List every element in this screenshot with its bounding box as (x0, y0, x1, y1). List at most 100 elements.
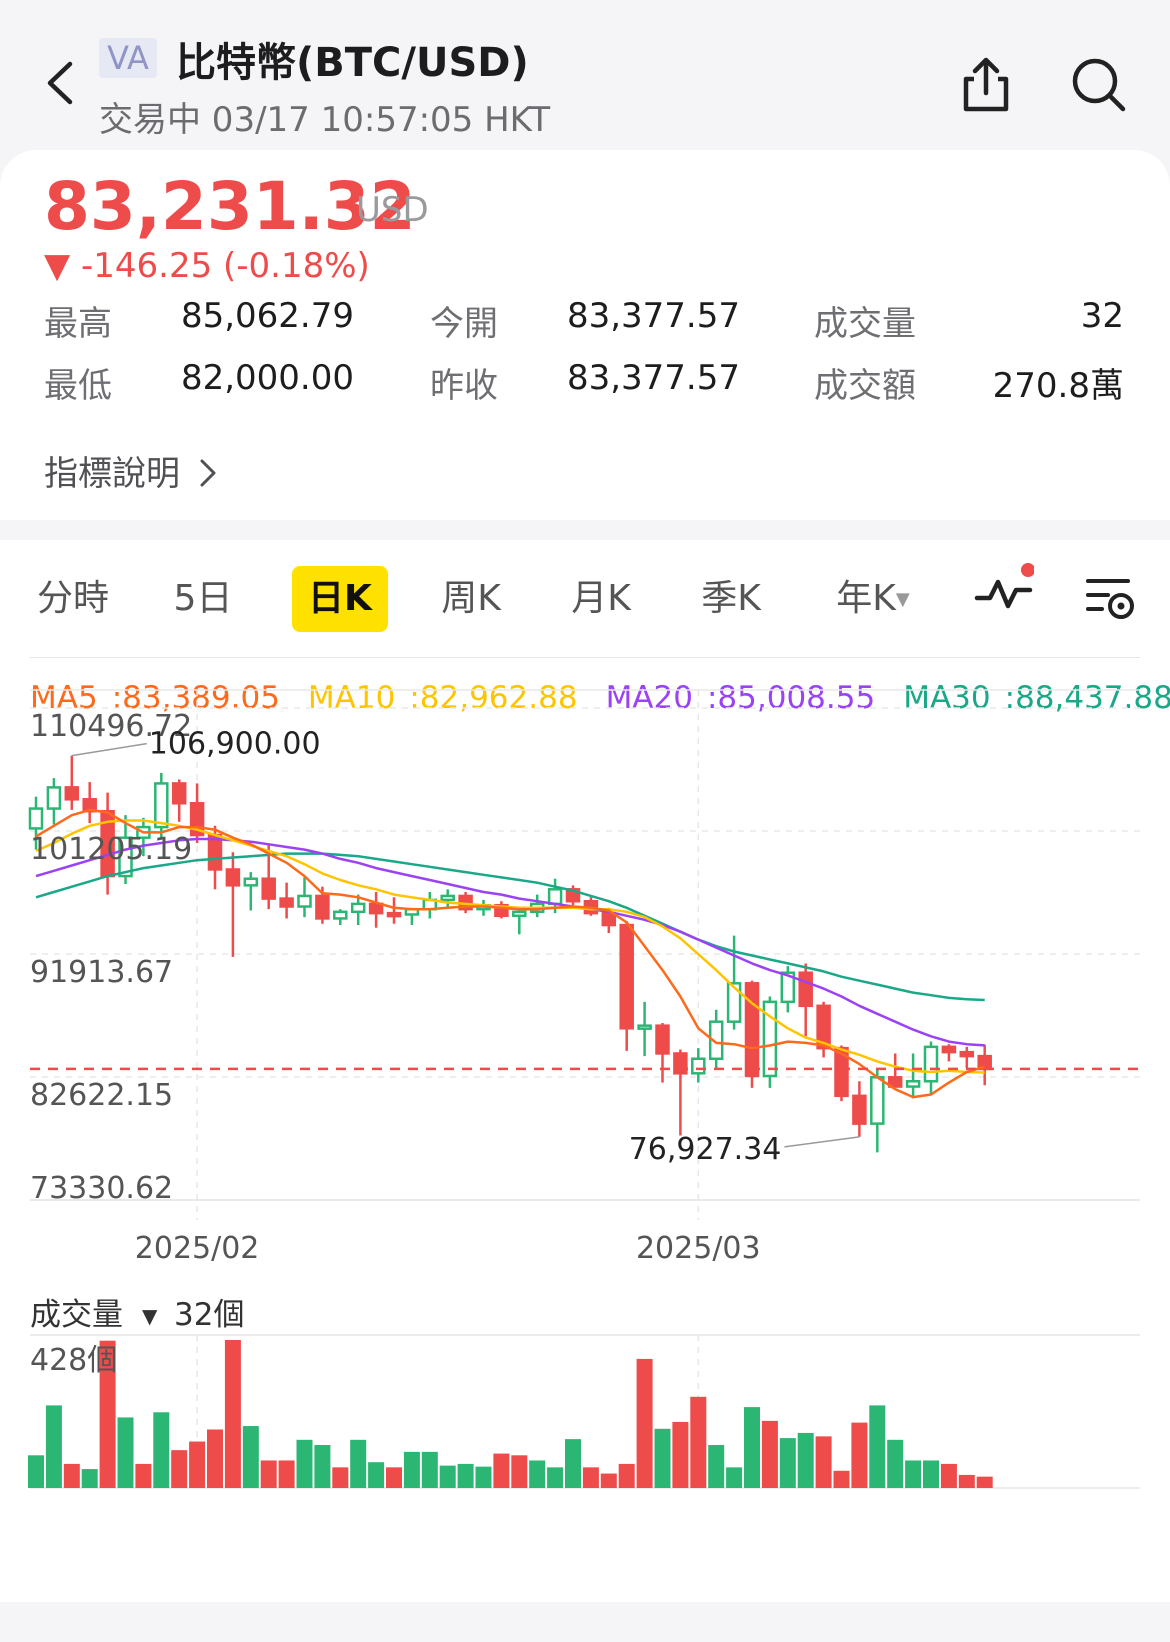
y-tick-label: 101205.19 (30, 832, 192, 867)
candle-body (762, 1000, 778, 1078)
volume-bar (869, 1405, 886, 1488)
stat-value-turnover: 270.8萬 (992, 366, 1124, 406)
volume-bar (314, 1444, 331, 1488)
volume-bar (421, 1451, 438, 1488)
candle-body (565, 888, 581, 903)
volume-bar (833, 1470, 850, 1488)
ma10-line (35, 819, 985, 1074)
volume-bar (923, 1460, 939, 1488)
candle-body (386, 911, 402, 918)
candle-body (350, 902, 366, 914)
volume-bar (726, 1467, 743, 1488)
candle-body (870, 1076, 885, 1125)
candle-body (279, 897, 294, 908)
stat-label-low: 最低 (44, 366, 112, 406)
candle-body (744, 982, 760, 1078)
high-annotation-leader (71, 742, 147, 757)
volume-bar (81, 1469, 98, 1488)
search-icon[interactable] (1070, 56, 1128, 114)
trading-status: 交易中 03/17 10:57:05 HKT (99, 100, 551, 140)
volume-bar (45, 1405, 62, 1488)
candle-body (959, 1050, 975, 1058)
tab-daily-k[interactable]: 日K (292, 566, 388, 632)
volume-bar (940, 1463, 957, 1488)
tab-weekly-k[interactable]: 周K (441, 578, 501, 619)
stat-label-volume: 成交量 (814, 304, 916, 344)
y-tick-label: 91913.67 (30, 955, 173, 990)
tab-yearly-k[interactable]: 年K▼ (818, 566, 928, 632)
stat-label-turnover: 成交額 (814, 366, 916, 406)
candle-body (46, 786, 62, 810)
ma10-legend: MA10:82,962.88 (307, 680, 578, 716)
volume-bar (224, 1340, 241, 1488)
share-icon[interactable] (958, 55, 1014, 115)
volume-bar (386, 1467, 402, 1488)
ma20-line (35, 837, 985, 1047)
volume-bar (153, 1412, 170, 1488)
volume-bar (278, 1460, 295, 1488)
candle-body (315, 894, 330, 920)
volume-bar (475, 1466, 492, 1488)
tab-monthly-k[interactable]: 月K (571, 578, 631, 619)
volume-bar (260, 1460, 277, 1488)
volume-bar (332, 1467, 349, 1488)
tab-intraday[interactable]: 分時 (36, 578, 109, 619)
indicator-explanation-label: 指標說明 (44, 454, 180, 494)
tab-yearly-k-label: 年K (836, 578, 896, 619)
x-tick-label: 2025/03 (636, 1231, 761, 1266)
candle-body (941, 1045, 957, 1054)
ma30-line (35, 852, 985, 1002)
candle-body (261, 877, 276, 900)
volume-bar (529, 1460, 546, 1488)
low-annotation-label: 76,927.34 (629, 1132, 782, 1167)
volume-bar (350, 1439, 367, 1488)
stat-value-open: 83,377.57 (566, 296, 740, 336)
volume-bar (296, 1439, 313, 1488)
tab-5day[interactable]: 5日 (173, 578, 233, 619)
volume-bar (779, 1438, 796, 1488)
volume-bar (63, 1463, 80, 1488)
tabs-divider (30, 657, 1140, 658)
period-tabs: 分時 5日 日K 周K 月K 季K 年K▼ (0, 540, 1170, 650)
candle-body (225, 868, 241, 887)
volume-summary: 32個 (174, 1297, 244, 1333)
volume-bar (457, 1463, 474, 1488)
candle-body (333, 910, 348, 920)
volume-bar (958, 1474, 975, 1488)
pulse-line-icon[interactable] (974, 562, 1034, 612)
volume-bar (797, 1432, 814, 1488)
candle-body (816, 1004, 831, 1050)
volume-bar (117, 1417, 134, 1488)
volume-bar (565, 1439, 581, 1488)
high-annotation-label: 106,900.00 (149, 727, 321, 762)
volume-bar (368, 1462, 385, 1488)
volume-bar (207, 1429, 223, 1488)
stat-value-high: 85,062.79 (180, 296, 354, 336)
volume-bar (690, 1396, 707, 1488)
volume-bar (493, 1453, 510, 1488)
candle-body (82, 798, 97, 813)
candle-body (154, 782, 169, 829)
candle-body (798, 971, 813, 1008)
candle-body (691, 1057, 706, 1075)
volume-bar (189, 1441, 206, 1488)
candlestick-chart[interactable]: 110496.72 101205.19 91913.67 82622.15 73330.… (0, 540, 1170, 1540)
volume-bar (582, 1467, 599, 1488)
candle-body (780, 971, 796, 1004)
volume-max-label: 428個 (30, 1343, 117, 1378)
volume-bar (135, 1463, 152, 1488)
volume-bar (672, 1421, 689, 1488)
low-annotation-leader (784, 1136, 860, 1148)
chart-settings-icon[interactable] (1084, 576, 1136, 622)
volume-bar (171, 1450, 188, 1488)
candle-body (905, 1080, 921, 1088)
y-tick-label: 82622.15 (30, 1078, 173, 1113)
chevron-left-icon[interactable] (40, 58, 80, 108)
ma30-legend: MA30:88,437.88 (903, 680, 1170, 716)
indicator-explanation-link[interactable]: 指標說明 (44, 446, 219, 495)
volume-bar (618, 1463, 635, 1488)
tab-quarterly-k[interactable]: 季K (701, 578, 761, 619)
volume-bar (636, 1358, 653, 1488)
chart-panel: 分時 5日 日K 周K 月K 季K 年K▼ MA5:83,389.05 MA10:… (0, 540, 1170, 1602)
app-header: VA 比特幣(BTC/USD) 交易中 03/17 10:57:05 HKT (0, 0, 1170, 150)
